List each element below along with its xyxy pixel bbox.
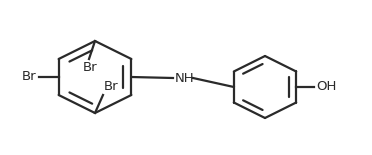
Text: Br: Br [83,61,97,74]
Text: Br: Br [104,80,119,93]
Text: NH: NH [175,71,195,84]
Text: OH: OH [316,80,337,93]
Text: Br: Br [22,71,36,84]
